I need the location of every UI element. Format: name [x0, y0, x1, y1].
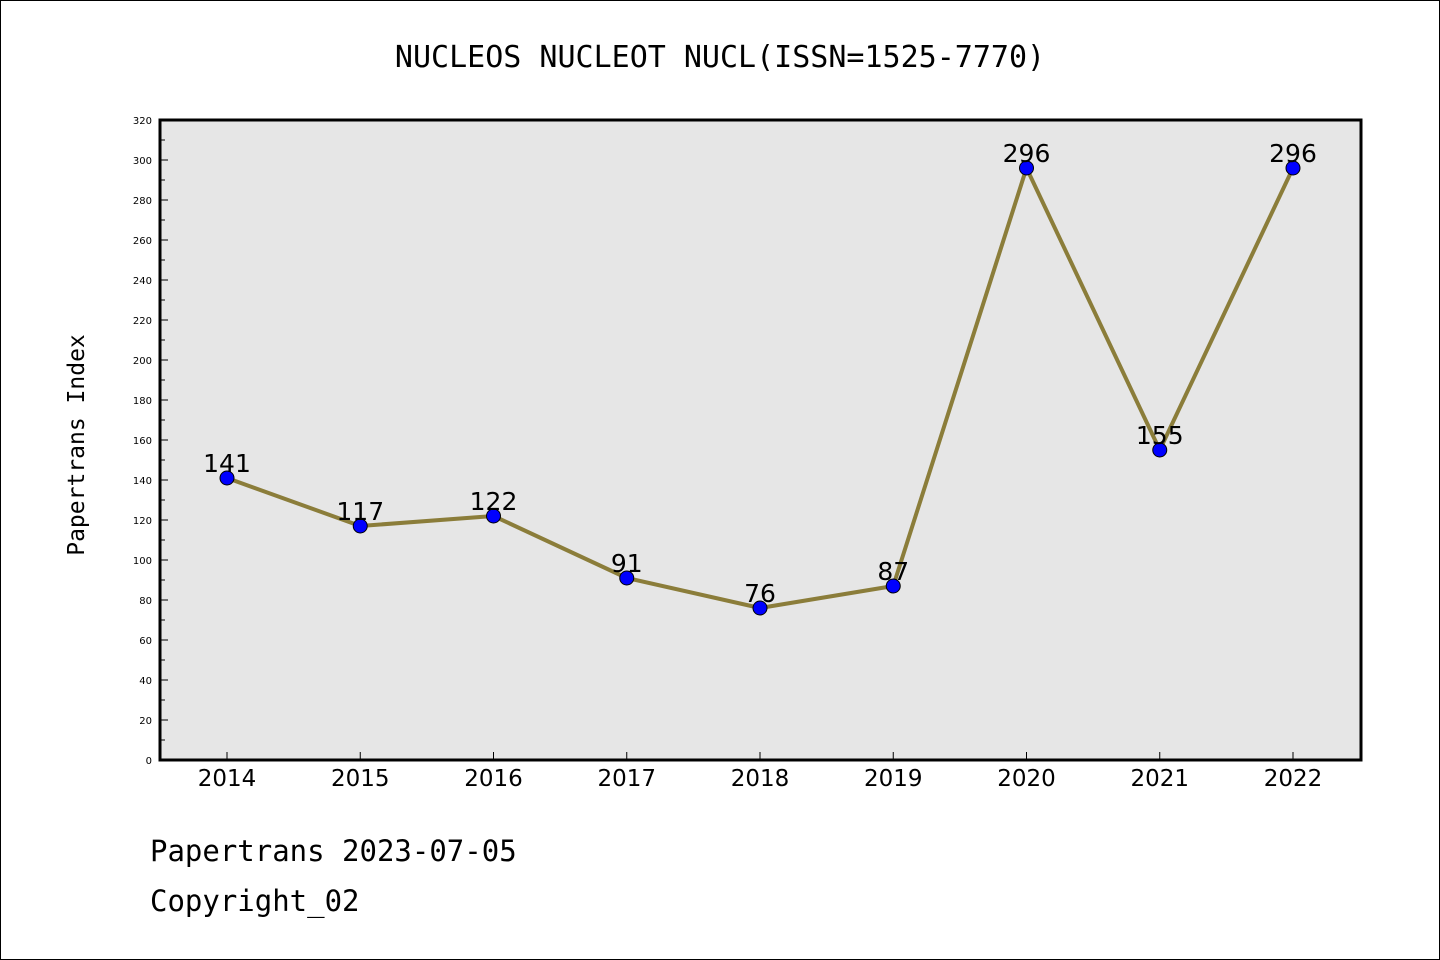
data-point: [486, 508, 501, 524]
y-tick-label: 180: [133, 396, 152, 407]
y-tick-label: 100: [133, 556, 152, 567]
x-tick-label: 2014: [198, 766, 257, 792]
x-tick-label: 2016: [464, 766, 523, 792]
data-label: 141: [203, 449, 251, 478]
x-tick-label: 2022: [1264, 766, 1323, 792]
x-tick-label: 2017: [597, 766, 656, 792]
y-tick-label: 140: [133, 476, 152, 487]
data-label: 122: [470, 487, 518, 516]
data-point: [1152, 442, 1168, 458]
x-tick-label: 2018: [731, 766, 790, 792]
data-label: 296: [1003, 139, 1051, 168]
y-tick-label: 160: [133, 436, 152, 447]
data-label: 76: [744, 579, 776, 608]
data-point: [1285, 160, 1301, 176]
y-tick-label: 260: [133, 236, 152, 247]
y-tick-label: 220: [133, 316, 152, 327]
y-tick-label: 80: [139, 596, 152, 607]
y-tick-label: 320: [133, 116, 152, 127]
data-point: [219, 470, 235, 486]
plot-border: [158, 118, 1363, 762]
data-label: 155: [1136, 421, 1184, 450]
y-tick-label: 120: [133, 516, 152, 527]
x-tick-label: 2015: [331, 766, 390, 792]
data-label: 117: [336, 497, 384, 526]
y-tick-label: 60: [139, 636, 152, 647]
y-tick-label: 200: [133, 356, 152, 367]
plot-area: [160, 120, 1361, 760]
footer-date: Papertrans 2023-07-05: [150, 834, 517, 868]
data-label: 91: [611, 549, 643, 578]
y-tick-label: 240: [133, 276, 152, 287]
data-point: [1019, 160, 1034, 176]
y-tick-label: 300: [133, 156, 152, 167]
x-tick-label: 2021: [1130, 766, 1189, 792]
data-point: [752, 600, 768, 616]
chart-title: NUCLEOS NUCLEOT NUCL(ISSN=1525-7770): [395, 40, 1045, 75]
y-tick-label: 20: [139, 716, 152, 727]
data-point: [352, 518, 368, 534]
data-label: 87: [877, 557, 909, 586]
x-tick-label: 2020: [997, 766, 1056, 792]
data-label: 296: [1269, 139, 1317, 168]
footer-copyright: Copyright_02: [150, 884, 360, 918]
y-axis-label: Papertrans Index: [64, 334, 90, 556]
data-point: [885, 578, 901, 594]
y-tick-label: 0: [146, 756, 152, 767]
x-tick-label: 2019: [864, 766, 923, 792]
y-tick-label: 40: [139, 676, 152, 687]
y-tick-label: 280: [133, 196, 152, 207]
data-point: [619, 570, 635, 586]
